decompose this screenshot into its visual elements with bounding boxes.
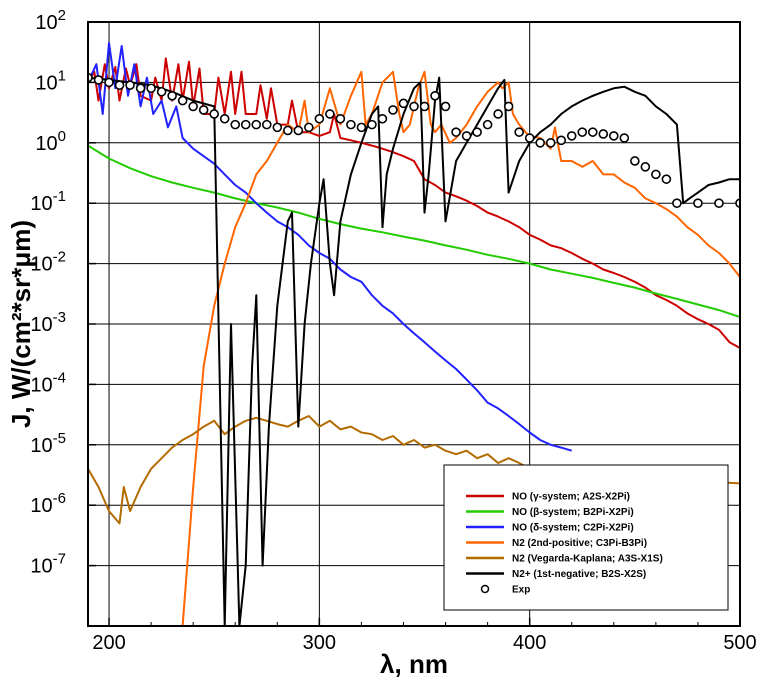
exp-point xyxy=(188,101,198,112)
exp-point xyxy=(177,95,188,106)
series-line-6 xyxy=(88,76,740,626)
exp-point xyxy=(293,125,304,136)
ticks xyxy=(88,21,741,626)
exp-point xyxy=(146,83,156,94)
y-tick-exponent: -2 xyxy=(53,249,66,266)
exp-point xyxy=(535,138,545,148)
exp-point xyxy=(314,113,325,124)
exp-point xyxy=(630,156,640,166)
legend: NO (γ-system; A2S-X2Pi) NO (β-system; B2P… xyxy=(443,464,729,611)
exp-point xyxy=(325,109,335,119)
y-tick-exponent: -6 xyxy=(53,490,66,507)
y-tick-exponent: 1 xyxy=(58,67,66,84)
y-tick-label: 10-5 xyxy=(30,430,66,457)
exp-point xyxy=(156,86,167,97)
x-tick-label: 300 xyxy=(303,632,336,654)
legend-label: N2+ (1st-negative; B2S-X2S) xyxy=(512,569,646,580)
exp-point xyxy=(556,135,567,146)
exp-point xyxy=(198,105,209,115)
series-line-3 xyxy=(88,41,572,452)
series-line-4 xyxy=(181,70,740,626)
exp-point xyxy=(661,174,672,184)
exp-point xyxy=(640,162,651,172)
exp-point xyxy=(346,119,356,130)
y-tick-label: 100 xyxy=(35,128,66,155)
exp-point xyxy=(388,105,398,115)
exp-point xyxy=(577,127,588,137)
y-tick-exponent: -4 xyxy=(53,369,66,386)
x-axis-title: λ, nm xyxy=(380,649,448,679)
exp-point xyxy=(693,198,703,208)
exp-point xyxy=(672,198,682,208)
legend-label: N2 (2nd-positive; C3Pi-B3Pi) xyxy=(512,538,647,549)
exp-point xyxy=(230,119,241,130)
x-tick-label: 500 xyxy=(723,632,756,654)
exp-point xyxy=(451,127,461,137)
legend-box xyxy=(443,464,729,611)
exp-point xyxy=(619,133,630,143)
exp-point xyxy=(335,113,346,124)
exp-point xyxy=(251,119,262,130)
y-tick-label: 101 xyxy=(35,67,66,94)
exp-point xyxy=(545,138,556,148)
exp-point xyxy=(714,198,724,208)
exp-point xyxy=(503,101,514,112)
legend-label: Exp xyxy=(512,585,530,596)
exp-point xyxy=(472,127,482,137)
y-tick-label: 10-7 xyxy=(30,551,66,578)
exp-point xyxy=(587,127,598,137)
exp-point xyxy=(167,90,177,101)
legend-label: NO (δ-system; C2Pi-X2Pi) xyxy=(512,523,634,534)
exp-point xyxy=(367,119,377,130)
exp-point xyxy=(304,122,314,133)
y-tick-exponent: 0 xyxy=(58,128,66,145)
exp-point xyxy=(377,113,388,124)
legend-label: N2 (Vegarda-Kaplana; A3S-X1S) xyxy=(512,554,663,565)
y-tick-exponent: -7 xyxy=(53,551,66,568)
exp-point xyxy=(461,131,472,141)
legend-label: NO (β-system; B2Pi-X2Pi) xyxy=(512,507,634,518)
exp-point xyxy=(514,127,524,137)
exp-point xyxy=(261,119,272,130)
exp-point xyxy=(566,131,577,141)
exp-point xyxy=(209,109,219,119)
exp-point xyxy=(93,75,104,85)
exp-point xyxy=(283,125,293,136)
exp-point xyxy=(356,122,367,133)
exp-point xyxy=(240,119,251,130)
exp-point xyxy=(430,90,440,101)
legend-label: NO (γ-system; A2S-X2Pi) xyxy=(512,492,630,503)
exp-point xyxy=(135,83,146,94)
exp-point xyxy=(482,119,493,130)
y-tick-label: 10-1 xyxy=(30,188,66,215)
x-tick-label: 400 xyxy=(513,632,546,654)
y-tick-exponent: 2 xyxy=(58,7,66,24)
y-tick-label: 10-6 xyxy=(30,490,66,517)
y-tick-exponent: -5 xyxy=(53,430,66,447)
exp-markers xyxy=(88,72,740,208)
exp-point xyxy=(219,113,230,124)
exp-point xyxy=(125,80,135,90)
exp-point xyxy=(409,101,419,112)
y-tick-exponent: -1 xyxy=(53,188,66,205)
exp-point xyxy=(598,129,609,139)
exp-point xyxy=(651,169,661,180)
y-tick-exponent: -3 xyxy=(53,309,66,326)
y-tick-label: 102 xyxy=(35,7,66,34)
exp-point xyxy=(398,98,409,109)
exp-point xyxy=(104,77,114,88)
legend-exp-marker xyxy=(480,584,490,594)
exp-point xyxy=(114,80,125,90)
exp-point xyxy=(493,109,503,119)
series-line-2 xyxy=(88,144,740,319)
exp-point xyxy=(419,101,430,112)
exp-point xyxy=(440,101,451,112)
x-tick-label: 200 xyxy=(92,632,125,654)
exp-point xyxy=(524,133,535,143)
exp-point xyxy=(272,122,283,133)
exp-point xyxy=(609,131,619,141)
y-axis-title: J, W/(cm²*sr*μm) xyxy=(6,220,36,428)
